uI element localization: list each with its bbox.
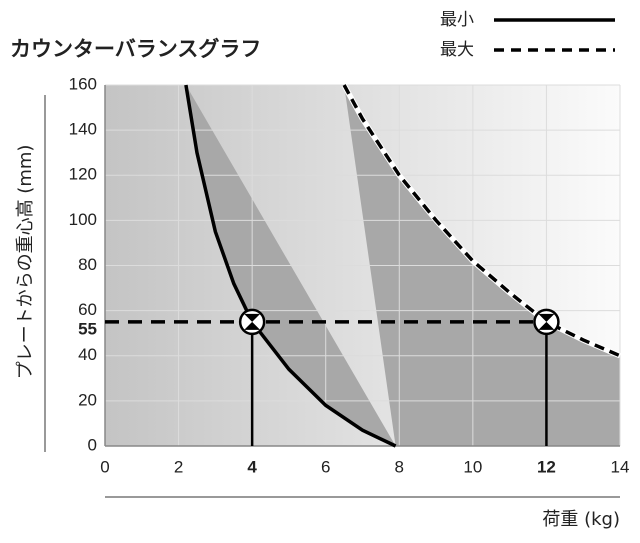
x-tick-label: 0 (100, 457, 109, 476)
y-tick-label: 100 (69, 210, 97, 229)
marker (533, 308, 560, 336)
y-tick-label: 20 (78, 390, 97, 409)
y-tick-label: 0 (88, 435, 97, 454)
x-tick-label: 10 (463, 457, 482, 476)
x-tick-label: 8 (395, 457, 404, 476)
x-axis-label: 荷重 (kg) (542, 509, 620, 530)
y-tick-label: 60 (78, 300, 97, 319)
marker-fill (244, 313, 261, 330)
legend-label: 最大 (440, 40, 474, 60)
x-tick-label: 14 (611, 457, 630, 476)
curve (342, 84, 621, 358)
x-tick-label: 6 (321, 457, 330, 476)
x-tick-label: 12 (537, 457, 556, 476)
x-tick-label: 2 (174, 457, 183, 476)
y-tick-label: 160 (69, 74, 97, 93)
legend-label: 最小 (440, 10, 474, 30)
chart-title: カウンターバランスグラフ (10, 37, 261, 61)
x-tick-label: 4 (247, 457, 257, 476)
marker-fill (538, 313, 555, 330)
y-tick-label: 80 (78, 255, 97, 274)
reference-y-label: 55 (78, 319, 97, 338)
y-tick-label: 140 (69, 120, 97, 139)
y-tick-label: 40 (78, 345, 97, 364)
y-axis-label: プレートからの重心高 (mm) (15, 145, 36, 380)
y-tick-label: 120 (69, 165, 97, 184)
marker (238, 308, 266, 336)
